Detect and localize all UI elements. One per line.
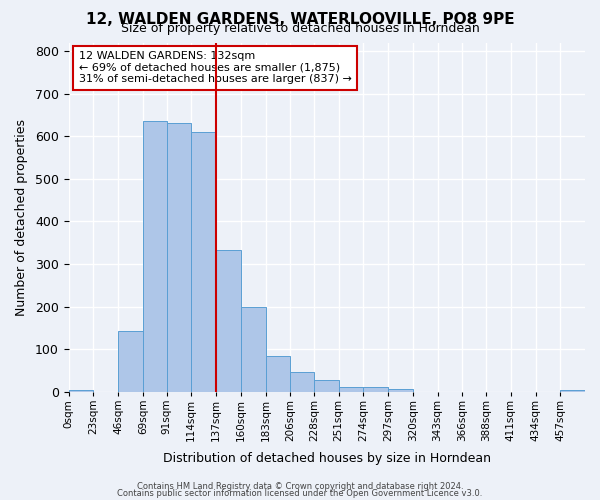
Bar xyxy=(191,132,216,392)
Bar xyxy=(266,356,290,392)
Text: Contains HM Land Registry data © Crown copyright and database right 2024.: Contains HM Land Registry data © Crown c… xyxy=(137,482,463,491)
Text: 12 WALDEN GARDENS: 132sqm
← 69% of detached houses are smaller (1,875)
31% of se: 12 WALDEN GARDENS: 132sqm ← 69% of detac… xyxy=(79,51,352,84)
Bar xyxy=(338,387,364,392)
Y-axis label: Number of detached properties: Number of detached properties xyxy=(15,118,28,316)
Bar xyxy=(290,372,314,392)
Bar xyxy=(118,331,143,392)
Bar xyxy=(388,389,413,392)
Text: Size of property relative to detached houses in Horndean: Size of property relative to detached ho… xyxy=(121,22,479,35)
Text: 12, WALDEN GARDENS, WATERLOOVILLE, PO8 9PE: 12, WALDEN GARDENS, WATERLOOVILLE, PO8 9… xyxy=(86,12,514,26)
Bar xyxy=(216,250,241,392)
Bar xyxy=(68,390,94,392)
Bar xyxy=(167,124,191,392)
Bar xyxy=(314,380,338,392)
Text: Contains public sector information licensed under the Open Government Licence v3: Contains public sector information licen… xyxy=(118,488,482,498)
X-axis label: Distribution of detached houses by size in Horndean: Distribution of detached houses by size … xyxy=(163,452,491,465)
Bar xyxy=(364,387,388,392)
Bar xyxy=(143,122,167,392)
Bar xyxy=(241,306,266,392)
Bar xyxy=(560,390,585,392)
